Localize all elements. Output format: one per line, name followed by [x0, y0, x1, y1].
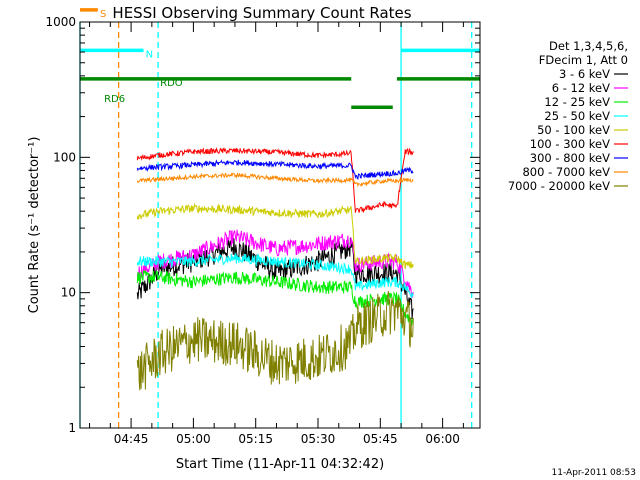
legend: Det 1,3,4,5,6,FDecim 1, Att 03 - 6 keV6 …	[508, 39, 628, 193]
flag-label: RDO	[160, 78, 183, 89]
y-tick-label: 1	[68, 421, 76, 435]
series-line	[136, 146, 414, 214]
flag-label: N	[146, 49, 153, 60]
flag-label: RD6	[104, 94, 125, 105]
legend-header: Det 1,3,4,5,6,	[549, 39, 628, 53]
flag-label: S	[100, 9, 106, 20]
series-line	[136, 229, 414, 298]
y-axis-title: Count Rate (s⁻¹ detector⁻¹)	[27, 137, 42, 314]
x-axis-title: Start Time (11-Apr-11 04:32:42)	[176, 457, 384, 472]
legend-entry: 800 - 7000 keV	[522, 165, 610, 179]
legend-entry: 100 - 300 keV	[530, 137, 610, 151]
series-line	[136, 252, 414, 299]
series-line	[136, 172, 414, 188]
x-tick-label: 05:00	[176, 432, 211, 446]
series-line	[136, 159, 414, 180]
legend-header: FDecim 1, Att 0	[539, 53, 628, 67]
series-line	[136, 270, 414, 326]
legend-entry: 12 - 25 keV	[544, 95, 610, 109]
legend-entry: 50 - 100 keV	[537, 123, 610, 137]
x-tick-label: 05:15	[238, 432, 273, 446]
legend-entry: 6 - 12 keV	[552, 81, 610, 95]
series-line	[136, 291, 414, 391]
series-line	[136, 237, 414, 320]
series-line	[136, 202, 414, 270]
x-tick-label: 05:30	[301, 432, 336, 446]
y-tick-label: 10	[61, 286, 76, 300]
legend-entry: 7000 - 20000 keV	[508, 179, 610, 193]
x-tick-label: 05:45	[363, 432, 398, 446]
timestamp-stamp: 11-Apr-2011 08:53	[552, 468, 636, 478]
x-tick-label: 04:45	[114, 432, 149, 446]
legend-entry: 300 - 800 keV	[530, 151, 610, 165]
plot-frame	[79, 21, 481, 429]
y-tick-label: 100	[53, 150, 76, 164]
chart-title: HESSI Observing Summary Count Rates	[112, 4, 411, 22]
x-tick-label: 06:00	[425, 432, 460, 446]
y-tick-label: 1000	[45, 15, 76, 29]
legend-entry: 3 - 6 keV	[559, 67, 610, 81]
legend-entry: 25 - 50 keV	[544, 109, 610, 123]
